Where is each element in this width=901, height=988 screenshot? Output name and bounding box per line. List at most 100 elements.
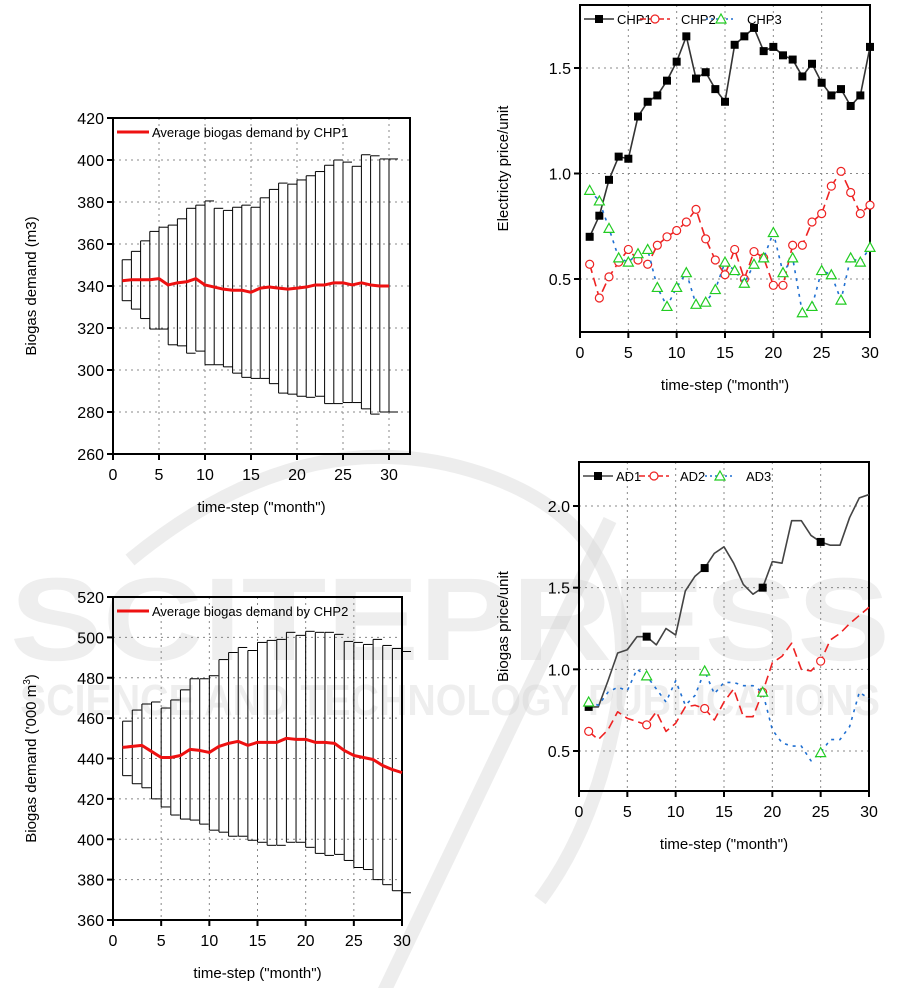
data-point-square-marker [624,154,633,163]
data-point-circle-marker [594,293,604,303]
legend-label: AD2 [680,469,705,484]
data-point-triangle-marker [631,247,645,259]
data-point-circle-marker [672,225,682,236]
y-tick-label: 340 [77,279,104,296]
data-point-triangle-marker [602,222,616,233]
data-point-square-marker [701,68,710,77]
x-tick-label: 5 [623,804,632,821]
data-point-circle-marker [681,217,691,227]
y-tick-label: 360 [77,913,104,930]
data-point-triangle-marker [844,251,857,263]
data-point-circle-marker [700,703,710,714]
x-tick-label: 0 [576,345,585,362]
data-point-circle-marker [720,270,730,280]
data-point-square-marker [614,152,623,161]
data-point-circle-marker [701,234,711,244]
data-point-square-marker [584,702,593,711]
data-point-square-marker [730,40,739,49]
watermark-arc-2 [377,516,617,988]
series-average-biogas-demand-by-chp1 [121,154,398,415]
y-axis-title-suffix: ) [23,674,40,679]
y-tick-label: 360 [77,237,104,254]
x-tick-label: 30 [393,933,411,950]
legend-marker-triangle-marker [713,469,727,481]
data-point-triangle-marker [805,300,819,312]
data-point-square-marker [779,51,787,60]
series-line [122,277,389,294]
y-tick-label: 420 [77,111,104,128]
data-point-triangle-marker [738,276,751,288]
data-point-circle-marker [730,244,740,255]
legend-label: CHP1 [617,12,652,27]
x-tick-label: 15 [715,804,733,821]
legend: CHP1 CHP2 CHP3 [584,12,782,27]
data-point-triangle-marker [825,268,838,280]
legend-label: CHP2 [681,12,716,27]
data-point-circle-marker [797,240,807,250]
y-axis-title: Electricty price/unit [495,105,512,232]
data-point-triangle-marker [786,251,799,263]
y-tick-label: 380 [77,873,104,890]
data-point-square-marker [758,583,767,592]
data-point-circle-marker [584,726,594,737]
series-line [588,27,871,238]
data-point-triangle-marker [651,281,664,293]
x-axis-title: time-step ("month") [197,499,325,516]
data-point-square-marker [808,59,816,68]
data-point-square-marker [642,632,651,641]
x-tick-label: 30 [380,467,398,484]
y-tick-label: 1.5 [549,61,571,78]
data-point-circle-marker [585,259,595,269]
x-tick-label: 5 [157,933,166,950]
y-axis-title-text: Biogas price/unit [495,570,512,682]
data-point-square-marker [721,97,729,106]
y-tick-label: 400 [77,832,104,849]
legend-label: AD1 [616,469,641,484]
data-point-triangle-marker [660,300,674,312]
data-point-square-marker [672,57,681,66]
y-tick-label: 1.5 [548,581,570,598]
data-point-square-marker [682,32,691,41]
data-point-square-marker [585,232,594,241]
data-point-triangle-marker [757,251,770,263]
data-point-triangle-marker [641,243,654,255]
data-point-square-marker [692,74,700,83]
chart-chp1-biogas-demand: 0 5 10 15 20 25 30 260 280 300 320 340 360 380 400 420 t… [23,111,411,516]
x-tick-label: 5 [624,345,633,362]
legend: Average biogas demand by CHP1 [117,125,348,140]
data-point-square-marker [700,564,709,573]
data-point-triangle-marker [814,746,827,758]
data-point-circle-marker [691,204,701,214]
data-point-square-marker [788,55,797,64]
legend-marker-circle-marker [649,471,659,481]
data-point-circle-marker [855,208,865,219]
legend-marker-circle-marker [650,14,660,24]
data-point-square-marker [759,47,768,56]
y-tick-label: 2.0 [548,499,570,516]
data-point-triangle-marker [834,293,848,305]
data-point-square-marker [740,32,749,41]
x-tick-label: 10 [668,345,686,362]
series-average-biogas-demand-by-chp2 [122,630,411,894]
data-point-square-marker [837,85,845,94]
x-tick-label: 20 [763,804,781,821]
data-point-triangle-marker [815,264,828,276]
data-point-circle-marker [826,181,836,191]
data-point-triangle-marker [854,255,867,267]
data-point-triangle-marker [698,664,711,676]
series-line [122,736,403,775]
data-point-triangle-marker [593,194,606,206]
data-point-circle-marker [846,187,856,198]
data-point-circle-marker [604,272,614,282]
y-tick-label: 440 [77,752,104,769]
y-tick-label: 1.0 [548,662,570,679]
y-tick-label: 0.5 [548,744,570,761]
data-point-circle-marker [768,280,778,290]
data-point-square-marker [816,537,825,546]
y-tick-label: 280 [77,405,104,422]
series-chp1 [585,23,874,241]
data-point-triangle-marker [689,298,703,309]
data-point-circle-marker [816,656,826,666]
x-tick-label: 0 [109,933,118,950]
data-point-circle-marker [778,280,788,290]
